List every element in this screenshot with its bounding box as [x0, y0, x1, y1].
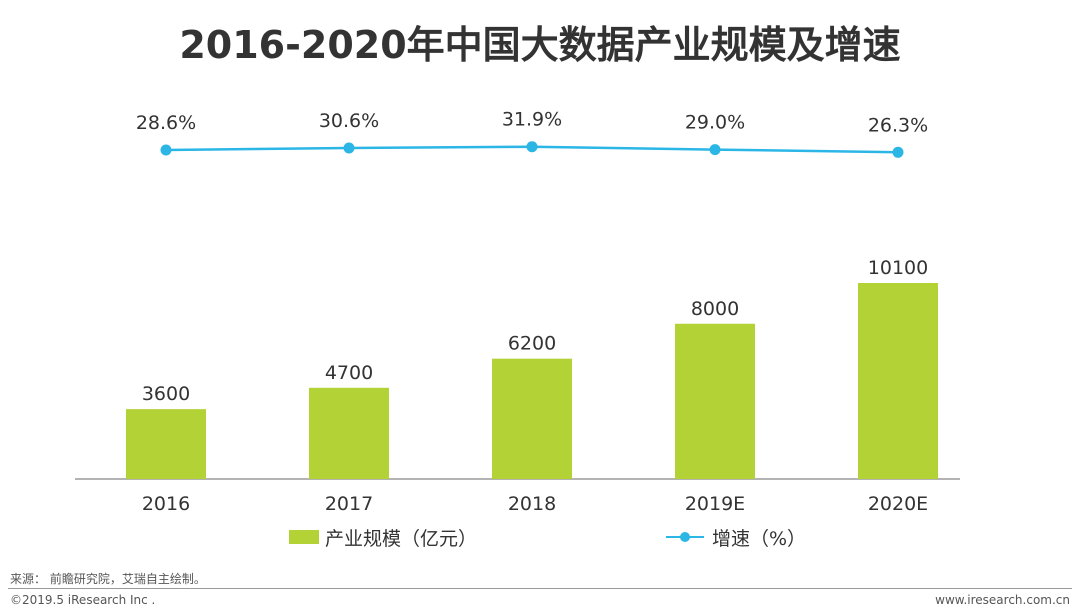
legend-item-line: 增速（%） [666, 524, 806, 550]
bar-2017 [309, 387, 389, 479]
bar-2020E [858, 283, 938, 479]
x-tick-label-2018: 2018 [508, 493, 556, 515]
legend-bar-swatch [289, 530, 319, 544]
website: www.iresearch.com.cn [935, 593, 1070, 607]
legend-line-label: 增速（%） [712, 527, 807, 550]
legend-line-swatch [666, 530, 704, 544]
chart-title: 2016-2020年中国大数据产业规模及增速 [179, 23, 901, 67]
bar-value-label-2020E: 10100 [868, 257, 928, 279]
bar-2016 [126, 409, 206, 479]
growth-value-label-2018: 31.9% [502, 109, 562, 131]
growth-point-2017 [343, 142, 355, 154]
bar-value-label-2019E: 8000 [691, 298, 739, 320]
growth-point-2019E [709, 144, 721, 156]
legend-item-bar: 产业规模（亿元） [289, 524, 477, 550]
footer-divider [8, 588, 1072, 589]
growth-point-2018 [526, 141, 538, 153]
bar-value-label-2017: 4700 [325, 362, 373, 384]
bar-2019E [675, 323, 755, 479]
growth-point-2020E [892, 146, 904, 158]
bar-value-label-2018: 6200 [508, 333, 556, 355]
x-tick-label-2019E: 2019E [685, 493, 745, 515]
growth-value-label-2017: 30.6% [319, 110, 379, 132]
growth-value-label-2019E: 29.0% [685, 112, 745, 134]
x-tick-label-2020E: 2020E [868, 493, 928, 515]
x-tick-label-2017: 2017 [325, 493, 373, 515]
growth-value-label-2020E: 26.3% [868, 114, 928, 136]
legend-bar-label: 产业规模（亿元） [325, 527, 478, 550]
growth-point-2016 [160, 144, 172, 156]
bar-value-label-2016: 3600 [142, 383, 190, 405]
chart-plot: 3600 2016 4700 2017 6200 2018 8000 2019E 10100 20… [75, 109, 960, 515]
source-note: 来源： 前瞻研究院，艾瑞自主绘制。 [10, 572, 206, 586]
growth-value-label-2016: 28.6% [136, 112, 196, 134]
copyright: ©2019.5 iResearch Inc . [10, 593, 156, 607]
bar-2018 [492, 358, 572, 479]
x-tick-label-2016: 2016 [142, 493, 190, 515]
